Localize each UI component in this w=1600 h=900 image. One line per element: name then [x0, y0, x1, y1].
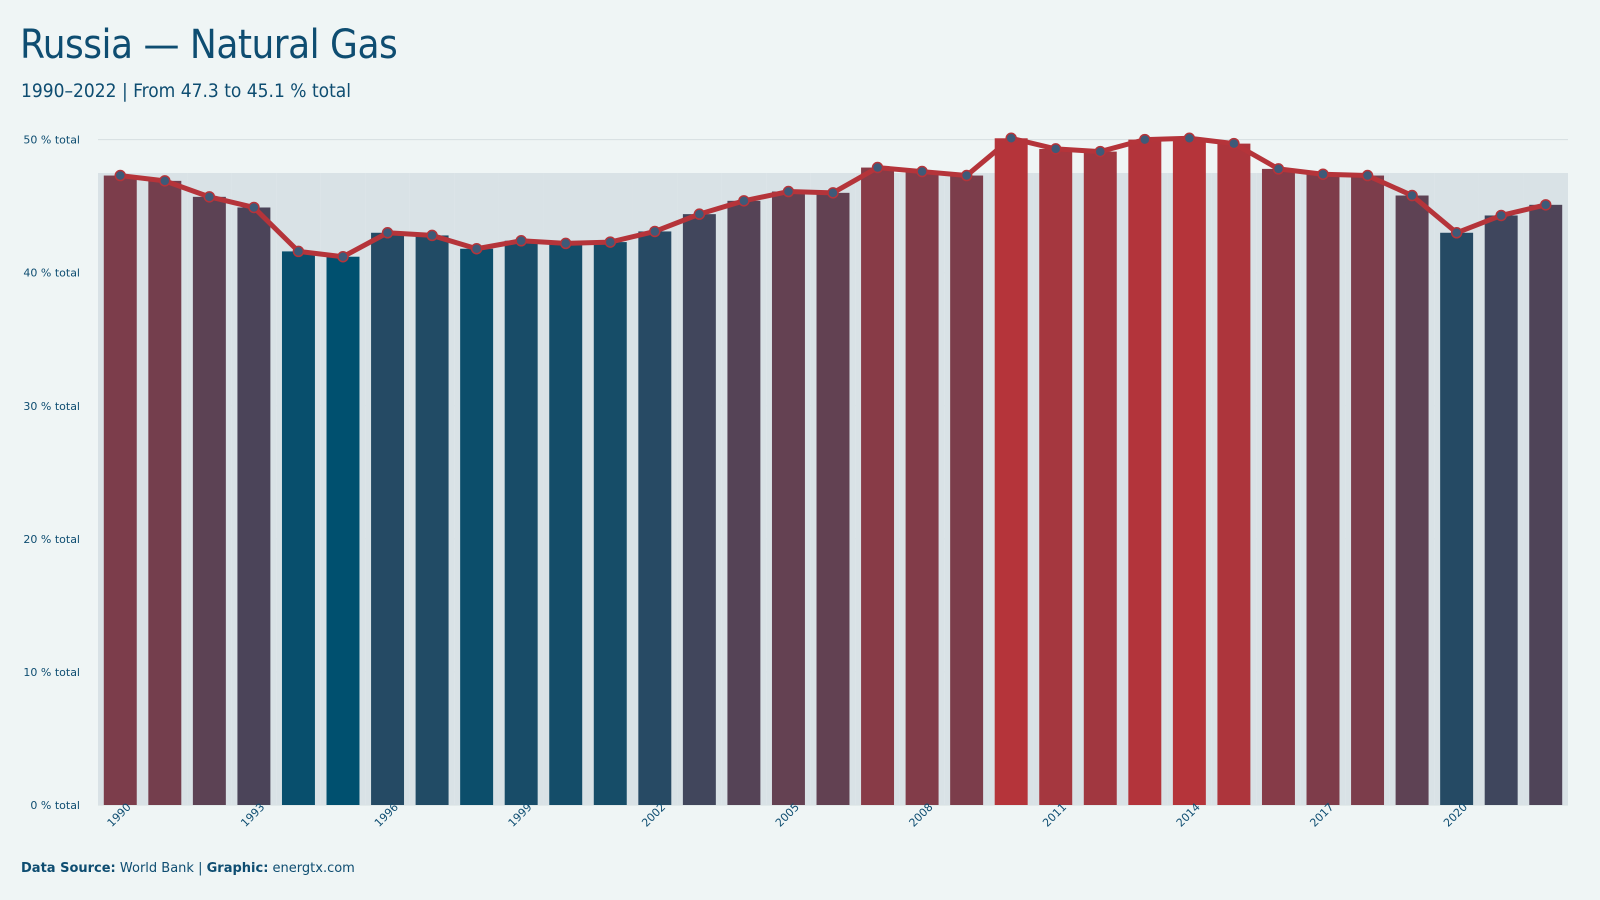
point-2014: [1183, 132, 1196, 145]
point-2019: [1406, 189, 1418, 202]
chart-footer: Data Source: World Bank | Graphic: energ…: [21, 861, 355, 876]
bar-2005: [771, 191, 805, 805]
point-1994: [292, 245, 305, 258]
y-tick-label: 40 % total: [23, 267, 80, 280]
y-tick-label: 20 % total: [23, 533, 80, 546]
point-2008: [916, 165, 928, 178]
y-tick-label: 30 % total: [23, 400, 80, 413]
y-tick-label: 0 % total: [30, 799, 80, 812]
point-2021: [1495, 209, 1507, 222]
point-2000: [559, 237, 572, 250]
point-2002: [649, 225, 661, 238]
point-2001: [604, 236, 617, 248]
bar-2014: [1172, 138, 1206, 806]
bar-2019: [1395, 195, 1429, 805]
bar-2010: [994, 138, 1028, 806]
point-2006: [827, 187, 839, 199]
bar-1999: [504, 240, 538, 805]
bar-1994: [281, 251, 315, 805]
point-2018: [1361, 169, 1374, 182]
point-2016: [1272, 163, 1285, 175]
bar-2002: [638, 231, 672, 805]
point-1995: [337, 250, 349, 263]
line-layer: [114, 132, 1552, 263]
bar-1996: [371, 232, 405, 805]
bar-1992: [192, 196, 226, 806]
point-2007: [871, 161, 884, 174]
bar-2021: [1484, 215, 1518, 805]
y-axis: 0 % total 10 % total 20 % total 30 % total 4…: [23, 134, 80, 812]
bar-2018: [1351, 175, 1385, 806]
chart-title: Russia — Natural Gas: [20, 22, 398, 68]
source-label: Data Source:: [21, 861, 116, 876]
bar-2022: [1529, 204, 1563, 806]
y-tick-label: 50 % total: [23, 134, 80, 147]
bar-2020: [1440, 232, 1474, 805]
bar-2000: [549, 243, 583, 805]
graphic-value: energtx.com: [272, 861, 355, 876]
bar-1991: [148, 180, 182, 805]
point-1990: [114, 169, 127, 182]
point-2005: [782, 185, 795, 198]
bar-2007: [861, 167, 895, 806]
bar-1993: [237, 207, 271, 805]
point-2009: [960, 169, 973, 182]
point-2004: [738, 195, 750, 207]
point-2011: [1049, 143, 1062, 155]
point-2003: [693, 208, 706, 220]
point-2013: [1139, 133, 1151, 146]
point-1998: [470, 242, 483, 255]
point-2015: [1228, 137, 1240, 150]
bar-1990: [103, 175, 137, 806]
point-1999: [515, 235, 527, 247]
bar-2015: [1217, 143, 1251, 806]
chart-subtitle: 1990–2022 | From 47.3 to 45.1 % total: [21, 80, 352, 102]
bar-2003: [682, 214, 716, 806]
point-1993: [248, 201, 260, 214]
bar-2006: [816, 192, 850, 805]
point-1991: [159, 175, 171, 187]
bars-layer: [98, 138, 1568, 806]
bar-2012: [1083, 151, 1117, 806]
point-2022: [1539, 199, 1552, 211]
graphic-label: Graphic:: [206, 861, 269, 876]
bar-2011: [1039, 148, 1073, 805]
point-1997: [426, 229, 438, 242]
y-tick-label: 10 % total: [23, 666, 80, 679]
point-2017: [1317, 168, 1329, 180]
point-2010: [1005, 132, 1017, 145]
bar-2016: [1261, 168, 1295, 805]
bar-2009: [950, 175, 984, 806]
bar-1997: [415, 235, 449, 805]
point-1996: [381, 227, 394, 239]
point-1992: [203, 191, 216, 203]
bar-1995: [326, 256, 360, 805]
bar-2004: [727, 200, 761, 806]
bar-2017: [1306, 174, 1340, 805]
bar-2008: [905, 171, 939, 806]
bar-2001: [593, 242, 627, 806]
bar-2013: [1128, 139, 1162, 806]
point-2020: [1450, 227, 1463, 239]
source-value: World Bank: [119, 861, 194, 876]
bar-1998: [460, 248, 494, 805]
point-2012: [1094, 145, 1107, 158]
footer-separator: |: [198, 861, 203, 876]
